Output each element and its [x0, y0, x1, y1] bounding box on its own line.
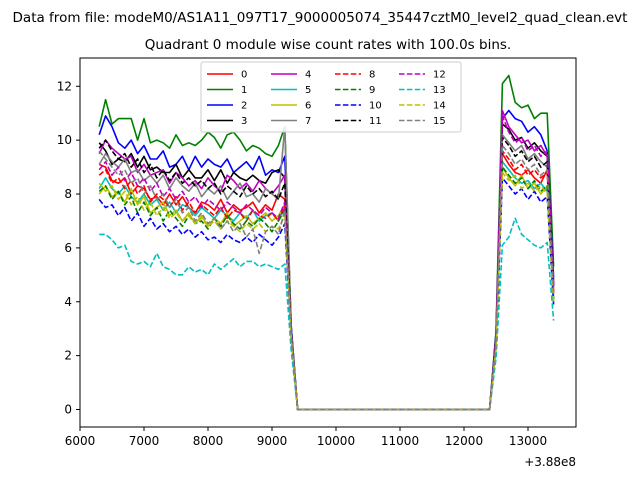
- legend-label: 14: [433, 101, 446, 112]
- legend-item-0: 0: [207, 70, 247, 81]
- series-line-3: [98, 123, 555, 411]
- x-tick-label: 6000: [65, 434, 96, 448]
- legend-item-8: 8: [335, 70, 375, 81]
- x-tick-label: 8000: [193, 434, 224, 448]
- legend-item-4: 4: [271, 70, 311, 81]
- legend-item-14: 14: [399, 101, 446, 112]
- legend-item-11: 11: [335, 116, 382, 127]
- legend-label: 9: [369, 85, 375, 96]
- series-layer: [98, 74, 555, 411]
- legend-label: 4: [305, 70, 311, 81]
- legend-label: 5: [305, 85, 311, 96]
- legend-item-12: 12: [399, 70, 446, 81]
- legend-box: [200, 61, 462, 133]
- legend-item-13: 13: [399, 85, 446, 96]
- plot-frame: [79, 57, 577, 428]
- x-tick-label: 13000: [509, 434, 547, 448]
- legend-label: 2: [241, 101, 247, 112]
- x-tick-label: 12000: [445, 434, 483, 448]
- legend-label: 8: [369, 70, 375, 81]
- legend-item-5: 5: [271, 85, 311, 96]
- legend-label: 13: [433, 85, 446, 96]
- legend-item-7: 7: [271, 116, 311, 127]
- legend-item-15: 15: [399, 116, 446, 127]
- legend-label: 7: [305, 116, 311, 127]
- legend-item-10: 10: [335, 101, 382, 112]
- y-tick-label: 4: [64, 295, 72, 309]
- series-line-4: [98, 109, 555, 411]
- y-tick-label: 8: [64, 187, 72, 201]
- y-tick-label: 10: [57, 133, 72, 147]
- legend-label: 1: [241, 85, 247, 96]
- legend-item-9: 9: [335, 85, 375, 96]
- legend-label: 12: [433, 70, 446, 81]
- series-line-8: [98, 150, 555, 411]
- legend-label: 15: [433, 116, 446, 127]
- series-line-13: [99, 217, 555, 411]
- x-tick-label: 10000: [317, 434, 355, 448]
- legend-label: 3: [241, 116, 247, 127]
- series-line-0: [98, 152, 555, 411]
- legend-item-1: 1: [207, 85, 247, 96]
- x-tick-label: 7000: [129, 434, 160, 448]
- figure-suptitle: Data from file: modeM0/AS1A11_097T17_900…: [13, 10, 628, 26]
- legend-label: 10: [369, 101, 382, 112]
- legend-item-6: 6: [271, 101, 311, 112]
- series-line-2: [98, 109, 555, 411]
- series-line-15: [98, 144, 555, 411]
- legend-label: 0: [241, 70, 247, 81]
- legend-item-2: 2: [207, 101, 247, 112]
- y-tick-label: 12: [57, 79, 72, 93]
- axes-layer: 6000 7000 8000 9000 10000 11000 12000 13000 0 2 4 6…: [57, 57, 577, 448]
- y-tick-label: 2: [64, 349, 72, 363]
- chart-title: Quadrant 0 module wise count rates with …: [145, 37, 511, 53]
- series-line-14: [98, 171, 555, 411]
- x-tick-label: 9000: [257, 434, 288, 448]
- y-tick-label: 0: [64, 402, 72, 416]
- x-tick-label: 11000: [381, 434, 419, 448]
- legend-label: 11: [369, 116, 382, 127]
- y-tick-label: 6: [64, 241, 72, 255]
- legend-label: 6: [305, 101, 311, 112]
- legend-item-3: 3: [207, 116, 247, 127]
- series-line-11: [98, 136, 555, 411]
- x-offset-label: +3.88e8: [524, 455, 576, 469]
